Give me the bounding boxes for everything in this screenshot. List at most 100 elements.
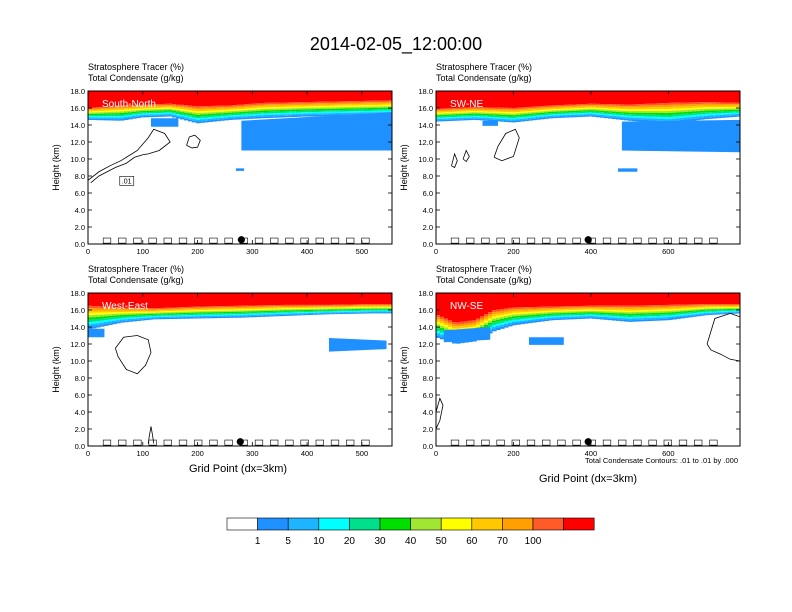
tracer-cell: [696, 112, 701, 115]
tracer-cell: [580, 293, 585, 306]
tracer-cell: [232, 309, 237, 311]
tracer-cell: [724, 113, 729, 115]
tracer-cell: [348, 101, 353, 103]
tracer-cell: [204, 314, 209, 316]
tracer-cell: [268, 104, 273, 106]
tracer-cell: [564, 116, 569, 118]
tracer-cell: [492, 117, 497, 119]
tracer-cell: [172, 315, 177, 317]
tracer-cell: [228, 106, 233, 109]
tracer-cell: [340, 110, 345, 112]
tracer-cell: [244, 309, 249, 311]
tracer-cell: [608, 318, 613, 321]
surface-contour: [557, 439, 566, 446]
tracer-cell: [472, 108, 477, 110]
tracer-cell: [712, 103, 717, 106]
tracer-cell: [344, 307, 349, 309]
tracer-cell: [624, 319, 629, 322]
tracer-cell: [724, 309, 729, 311]
tracer-cell: [448, 320, 453, 323]
tracer-cell: [240, 104, 245, 107]
tracer-cell: [492, 310, 497, 313]
tracer-cell: [224, 117, 229, 119]
tracer-cell: [516, 312, 521, 315]
tracer-cell: [688, 305, 693, 308]
tracer-cell: [372, 106, 377, 108]
tracer-cell: [728, 107, 733, 109]
tracer-cell: [732, 312, 737, 314]
surface-contour: [254, 237, 264, 244]
tracer-cell: [640, 311, 645, 314]
tracer-cell: [292, 308, 297, 310]
tracer-cell: [92, 326, 97, 329]
tracer-cell: [712, 313, 717, 315]
tracer-cell: [160, 109, 165, 111]
tracer-cell: [540, 311, 545, 313]
tracer-cell: [636, 104, 641, 106]
tracer-cell: [248, 91, 253, 104]
tracer-cell: [704, 102, 709, 104]
tracer-cell: [144, 113, 149, 115]
surface-contour: [224, 439, 233, 446]
tracer-cell: [160, 107, 165, 110]
colorbar-label: 1: [255, 536, 261, 547]
tracer-cell: [500, 107, 505, 110]
tracer-cell: [464, 110, 469, 112]
tracer-cell: [356, 293, 361, 305]
tracer-cell: [608, 105, 613, 108]
tracer-cell: [328, 305, 333, 307]
tracer-cell: [724, 110, 729, 112]
tracer-cell: [224, 308, 229, 310]
tracer-cell: [684, 311, 689, 313]
tracer-cell: [484, 110, 489, 112]
tracer-cell: [304, 314, 309, 316]
tracer-cell: [224, 107, 229, 109]
tracer-cell: [548, 317, 553, 320]
tracer-cell: [152, 105, 157, 107]
tracer-cell: [668, 315, 673, 317]
tracer-cell: [356, 308, 361, 310]
tracer-cell: [216, 118, 221, 120]
tracer-cell: [512, 115, 517, 117]
tracer-cell: [188, 110, 193, 112]
tracer-cell: [192, 316, 197, 318]
tracer-cell: [596, 293, 601, 306]
tracer-cell: [724, 107, 729, 109]
y-tick-label: 14.0: [418, 121, 433, 130]
tracer-cell: [224, 91, 229, 106]
tracer-cell: [552, 316, 557, 318]
tracer-cell: [232, 113, 237, 116]
tracer-cell: [580, 316, 585, 318]
tracer-cell: [200, 311, 205, 313]
tracer-cell: [608, 109, 613, 112]
y-tick-label: 18.0: [418, 289, 433, 298]
tracer-cell: [224, 118, 229, 121]
tracer-cell: [524, 114, 529, 116]
tracer-cell: [544, 112, 549, 114]
tracer-cell: [592, 105, 597, 107]
tracer-cell: [376, 309, 381, 311]
tracer-cell: [188, 91, 193, 106]
tracer-cell: [548, 316, 553, 318]
tracer-cell: [448, 113, 453, 115]
tracer-cell: [496, 111, 501, 114]
tracer-cell: [124, 91, 129, 106]
tracer-cell: [720, 107, 725, 109]
tracer-cell: [452, 324, 457, 327]
tracer-cell: [244, 107, 249, 109]
tracer-cell: [100, 112, 105, 114]
tracer-cell: [288, 103, 293, 106]
tracer-cell: [196, 306, 201, 308]
tracer-cell: [288, 314, 293, 316]
tracer-cell: [488, 293, 493, 313]
tracer-cell: [684, 312, 689, 314]
tracer-cell: [668, 307, 673, 310]
tracer-cell: [480, 316, 485, 319]
tracer-cell: [312, 293, 317, 305]
tracer-cell: [592, 107, 597, 110]
tracer-cell: [248, 313, 253, 315]
tracer-cell: [480, 113, 485, 116]
tracer-cell: [328, 311, 333, 313]
tracer-cell: [612, 308, 617, 311]
tracer-cell: [584, 110, 589, 112]
